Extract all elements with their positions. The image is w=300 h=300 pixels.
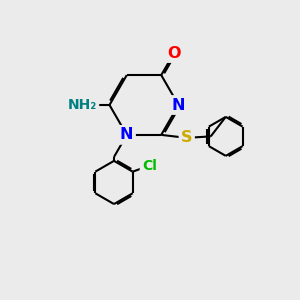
Text: O: O (167, 46, 181, 61)
Text: NH₂: NH₂ (68, 98, 97, 112)
Text: Cl: Cl (142, 159, 157, 173)
Text: S: S (181, 130, 193, 146)
Text: N: N (172, 98, 185, 112)
Text: N: N (120, 128, 134, 142)
